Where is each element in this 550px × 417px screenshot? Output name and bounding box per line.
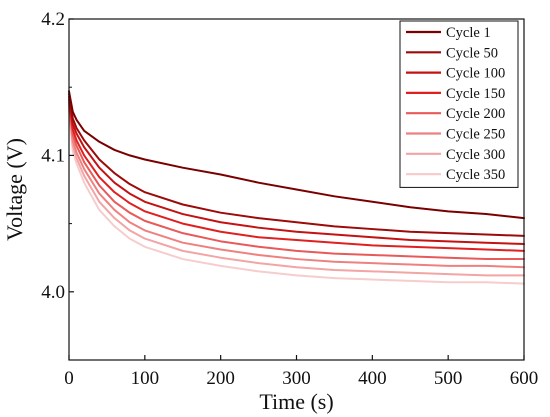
x-tick-label: 600 (510, 368, 539, 389)
y-tick-label: 4.2 (41, 9, 65, 30)
y-tick-label: 4.1 (41, 145, 65, 166)
y-axis-title: Voltage (V) (2, 138, 27, 241)
series-lines (68, 90, 525, 285)
legend-label: Cycle 200 (446, 106, 505, 122)
legend-label: Cycle 250 (446, 127, 505, 143)
x-tick-label: 200 (206, 368, 235, 389)
x-tick-label: 0 (64, 368, 74, 389)
y-tick-label: 4.0 (41, 282, 65, 303)
x-axis-title: Time (s) (259, 389, 333, 414)
x-tick-label: 500 (434, 368, 463, 389)
series-line-cycle-350 (68, 109, 525, 285)
x-tick-label: 400 (358, 368, 387, 389)
legend-label: Cycle 1 (446, 25, 491, 41)
legend-label: Cycle 100 (446, 66, 505, 82)
legend: Cycle 1 Cycle 50 Cycle 100 Cycle 150 Cycle 2… (399, 20, 519, 188)
legend-label: Cycle 300 (446, 147, 505, 163)
axis-ticks: 0 100 200 300 400 500 600 4.0 4.1 4.2 (41, 9, 538, 389)
series-line-cycle-50 (68, 93, 525, 237)
legend-label: Cycle 150 (446, 86, 505, 102)
legend-box (399, 20, 519, 188)
series-line-cycle-300 (68, 106, 525, 277)
series-line-cycle-250 (68, 103, 525, 269)
x-tick-label: 300 (282, 368, 311, 389)
series-line-cycle-200 (68, 101, 525, 261)
x-tick-label: 100 (131, 368, 160, 389)
series-line-cycle-150 (68, 98, 525, 252)
legend-label: Cycle 350 (446, 167, 505, 183)
series-line-cycle-100 (68, 95, 525, 246)
series-line-cycle-1 (68, 90, 525, 220)
legend-label: Cycle 50 (446, 45, 498, 61)
